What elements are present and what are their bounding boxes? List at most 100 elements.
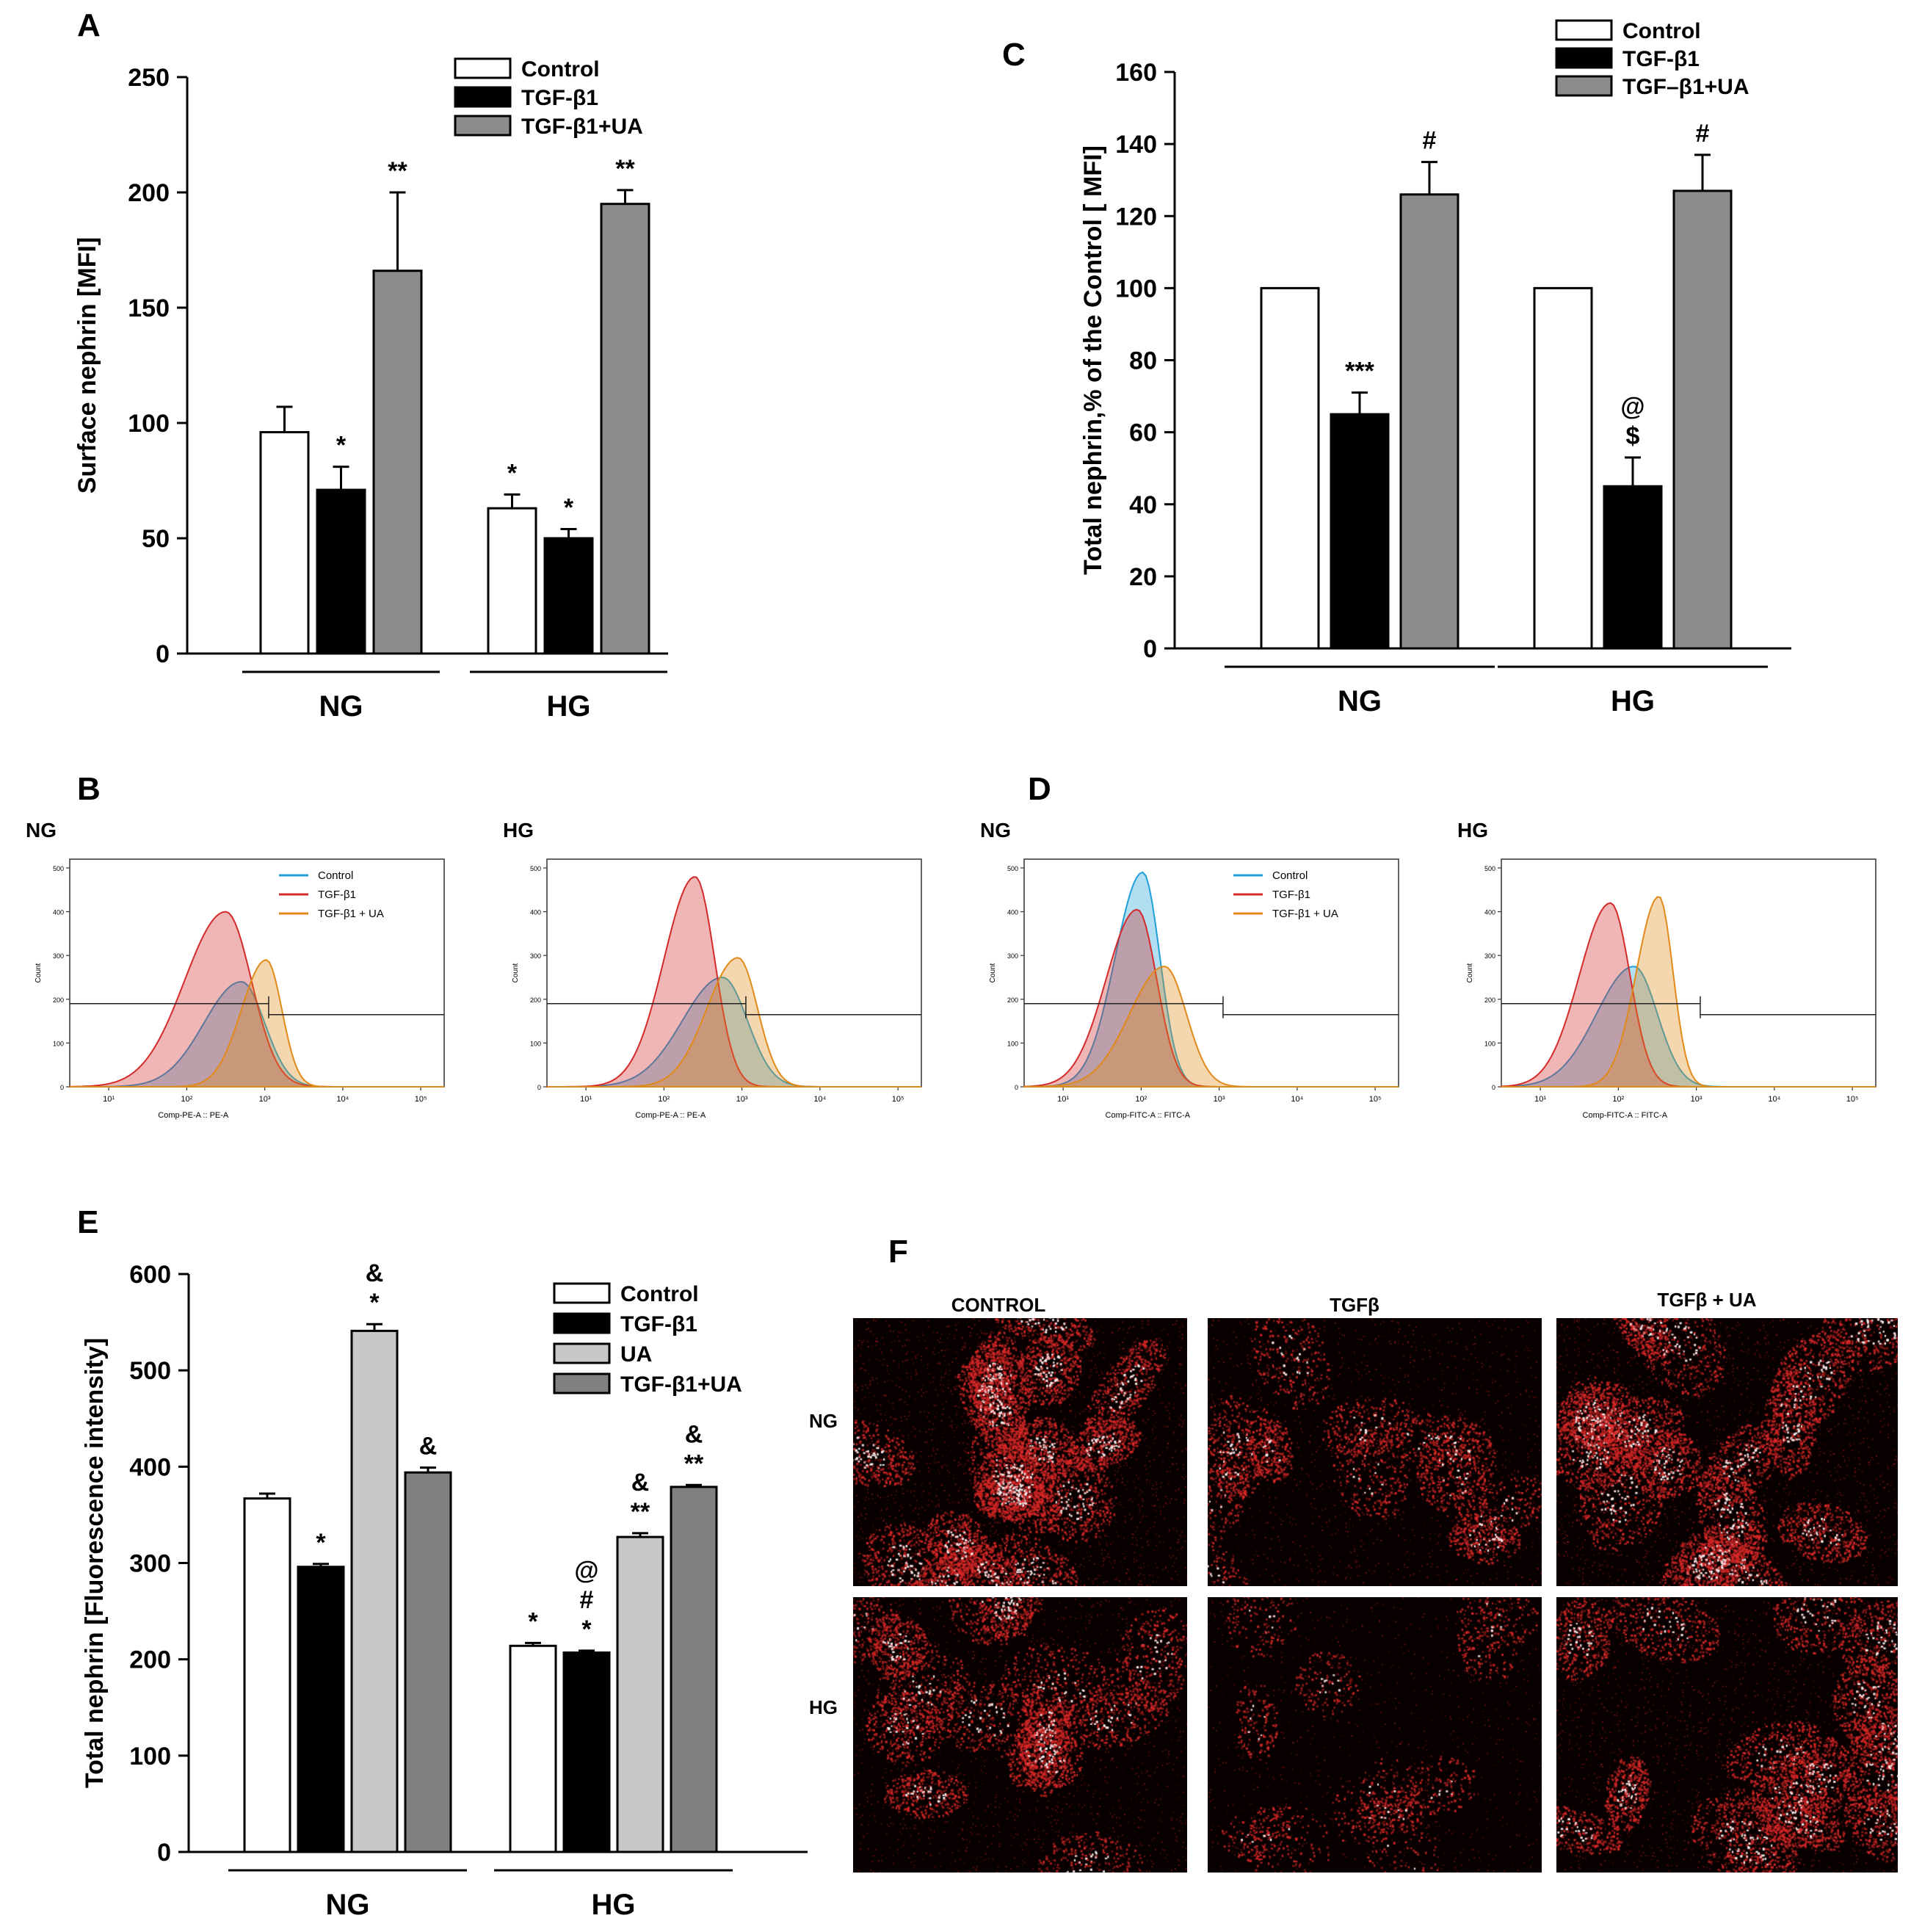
group-label-ng: NG (1338, 685, 1382, 717)
histogram-title-ng: NG (26, 819, 57, 842)
significance-mark: & (366, 1259, 384, 1287)
y-tick-label: 300 (1484, 952, 1495, 960)
y-tick-label: 100 (1115, 275, 1157, 303)
y-axis-title: Count (989, 963, 997, 983)
x-tick-label: 10⁴ (1768, 1095, 1780, 1104)
f-col-header-tgfb: TGFβ (1330, 1294, 1379, 1316)
y-tick-label: 0 (1143, 635, 1157, 663)
significance-mark: * (316, 1529, 326, 1557)
significance-mark: ** (684, 1450, 704, 1477)
bar-hg-tgf-1 (543, 537, 594, 655)
x-tick-label: 10¹ (1534, 1095, 1546, 1104)
histogram-title-hg: HG (503, 819, 534, 842)
legend-label-tgf-1-ua: TGF-β1+UA (620, 1372, 742, 1397)
y-tick-label: 400 (1484, 909, 1495, 916)
significance-mark: # (1423, 127, 1437, 155)
histogram-curve-tgf-1 (1023, 908, 1399, 1088)
x-tick-label: 10⁵ (415, 1095, 427, 1104)
panel-label-b: B (77, 771, 101, 807)
micrograph-ng-tgfb-canvas (1208, 1318, 1542, 1586)
x-tick-label: 10⁴ (813, 1095, 826, 1104)
y-tick-label: 200 (128, 179, 170, 207)
bar-hg-tgf-1-ua (1672, 189, 1733, 650)
f-col-header-tgfb-ua: TGFβ + UA (1657, 1289, 1757, 1311)
legend-label-control: Control (1622, 19, 1701, 43)
bar-ng-tgf-1-ua (1399, 193, 1459, 650)
bar-ng-tgf-1 (1330, 413, 1390, 650)
group-label-ng: NG (319, 690, 363, 723)
y-tick-label: 400 (129, 1453, 171, 1481)
legend-swatch-control (1555, 19, 1613, 41)
micrograph-ng-control (853, 1318, 1187, 1586)
y-tick-label: 200 (1007, 996, 1018, 1004)
legend-label-control: Control (521, 57, 600, 82)
y-tick-label: 400 (1007, 909, 1018, 916)
y-tick-label: 0 (156, 640, 170, 668)
x-tick-label: 10³ (259, 1095, 271, 1104)
y-tick-label: 500 (530, 865, 541, 872)
micrograph-hg-tgfb-ua-canvas (1556, 1597, 1898, 1873)
y-tick-label: 500 (1007, 865, 1018, 872)
y-tick-label: 150 (128, 294, 170, 322)
panel-b-svg: NG 0 100 200 300 400 500 Count 10¹ 10² 10³ 10⁴ 10⁵ Co… (26, 819, 922, 1120)
micrograph-hg-tgfb-ua (1556, 1597, 1898, 1873)
y-axis-title: Count (35, 963, 43, 983)
histogram-curve-tgf-1-ua (1501, 896, 1876, 1088)
x-axis-title: Comp-FITC-A :: FITC-A (1583, 1111, 1668, 1120)
histogram-curve-tgf-1-ua (1023, 966, 1399, 1088)
legend-label-control: Control (1272, 869, 1308, 882)
legend-label-tgf-1: TGF-β1 (1622, 47, 1700, 71)
panel-label-d: D (1028, 771, 1051, 807)
bar-ng-ua (350, 1329, 399, 1853)
bar-hg-tgf-1 (1603, 485, 1663, 650)
panel-label-c: C (1002, 37, 1026, 73)
significance-mark: * (507, 459, 518, 487)
bar-ng-control (243, 1497, 291, 1853)
legend-label-tgf-1: TGF-β1 (521, 86, 598, 110)
panel-b-histograms: NG 0 100 200 300 400 500 Count 10¹ 10² 10³ 10⁴ 10⁵ Co… (0, 815, 954, 1120)
y-tick-label: 500 (1484, 865, 1495, 872)
x-tick-label: 10³ (736, 1095, 748, 1104)
significance-mark: *** (1345, 358, 1374, 386)
micrograph-hg-tgfb (1208, 1597, 1542, 1873)
significance-mark: & (631, 1469, 650, 1497)
legend-label-ua: UA (620, 1342, 652, 1367)
group-label-hg: HG (1611, 685, 1655, 717)
y-tick-label: 100 (129, 1743, 171, 1770)
significance-mark: ** (615, 155, 635, 183)
x-tick-label: 10² (1135, 1095, 1147, 1104)
f-col-header-control: CONTROL (951, 1294, 1046, 1316)
significance-mark: & (419, 1433, 438, 1461)
significance-mark: & (685, 1420, 703, 1448)
x-tick-label: 10¹ (1057, 1095, 1069, 1104)
y-tick-label: 200 (530, 996, 541, 1004)
significance-mark: # (1696, 120, 1710, 148)
significance-mark: * (336, 432, 347, 460)
y-tick-label: 0 (1015, 1084, 1018, 1091)
histogram-curve-tgf-1-ua (547, 957, 921, 1088)
bar-ng-tgf-1 (316, 488, 366, 655)
panel-label-a: A (77, 7, 101, 43)
y-tick-label: 100 (53, 1040, 64, 1047)
panel-c-svg: 0 20 40 60 80 100 120 140 160 Total nephrin,% of … (1079, 19, 1791, 717)
x-tick-label: 10⁴ (336, 1095, 349, 1104)
legend-label-tgf-1-ua: TGF-β1+UA (521, 115, 643, 139)
micrograph-ng-control-canvas (853, 1318, 1187, 1586)
y-tick-label: 300 (530, 952, 541, 960)
y-tick-label: 400 (530, 909, 541, 916)
significance-mark: * (581, 1616, 592, 1643)
legend-label-tgf-1-ua: TGF-β1 + UA (318, 908, 384, 920)
x-tick-label: 10² (1612, 1095, 1624, 1104)
x-tick-label: 10¹ (580, 1095, 592, 1104)
significance-mark: * (564, 493, 574, 521)
x-axis-title: Comp-PE-A :: PE-A (158, 1111, 229, 1120)
bar-hg-tgf-1 (562, 1651, 611, 1853)
y-tick-label: 400 (53, 909, 64, 916)
y-tick-label: 100 (1484, 1040, 1495, 1047)
y-tick-label: 20 (1129, 563, 1157, 591)
bar-ng-control (1260, 286, 1320, 650)
panel-label-f: F (888, 1234, 908, 1270)
legend-label-tgf-1: TGF-β1 (318, 889, 356, 901)
micrograph-ng-tgfb (1208, 1318, 1542, 1586)
bar-hg-control (487, 507, 537, 655)
